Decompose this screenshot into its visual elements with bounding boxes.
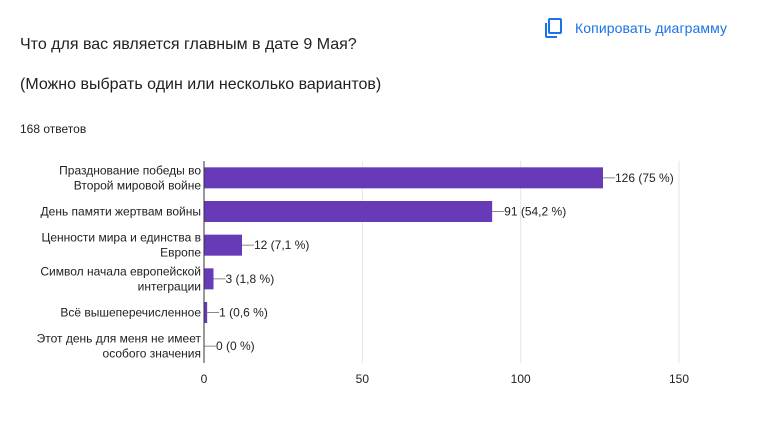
category-label-2-1: Европе xyxy=(160,246,201,260)
category-label-5-0: Этот день для меня не имеет xyxy=(37,332,202,346)
bar-3 xyxy=(204,268,214,290)
response-count: 168 ответов xyxy=(20,122,87,136)
category-label-3-1: интеграции xyxy=(138,279,201,293)
question-subtitle: (Можно выбрать один или несколько вариан… xyxy=(20,76,382,93)
category-label-4-0: Всё вышеперечисленное xyxy=(60,306,201,320)
question-title: Что для вас является главным в дате 9 Ма… xyxy=(20,36,357,53)
x-tick-label-1: 50 xyxy=(356,372,370,386)
x-tick-label-0: 0 xyxy=(201,372,208,386)
copy-chart-button[interactable]: Копировать диаграмму xyxy=(543,14,727,42)
bar-0 xyxy=(204,167,603,189)
category-label-0-1: Второй мировой войне xyxy=(74,178,202,192)
x-tick-label-2: 100 xyxy=(511,372,531,386)
data-label-1: 91 (54,2 %) xyxy=(504,205,566,219)
data-label-2: 12 (7,1 %) xyxy=(254,238,309,252)
bar-4 xyxy=(204,302,208,323)
data-label-0: 126 (75 %) xyxy=(615,171,674,185)
category-label-0-0: Празднование победы во xyxy=(59,163,201,177)
copy-icon xyxy=(543,17,563,39)
data-label-3: 3 (1,8 %) xyxy=(226,272,275,286)
bar-1 xyxy=(204,201,493,222)
bar-2 xyxy=(204,234,242,256)
copy-chart-label: Копировать диаграмму xyxy=(575,20,728,36)
data-label-4: 1 (0,6 %) xyxy=(219,306,268,320)
category-label-1-0: День памяти жертвам войны xyxy=(41,205,201,219)
x-tick-label-3: 150 xyxy=(669,372,689,386)
data-label-5: 0 (0 %) xyxy=(216,339,255,353)
category-label-3-0: Символ начала европейской xyxy=(40,264,201,278)
category-label-2-0: Ценности мира и единства в xyxy=(41,231,201,245)
category-label-5-1: особого значения xyxy=(103,347,201,361)
